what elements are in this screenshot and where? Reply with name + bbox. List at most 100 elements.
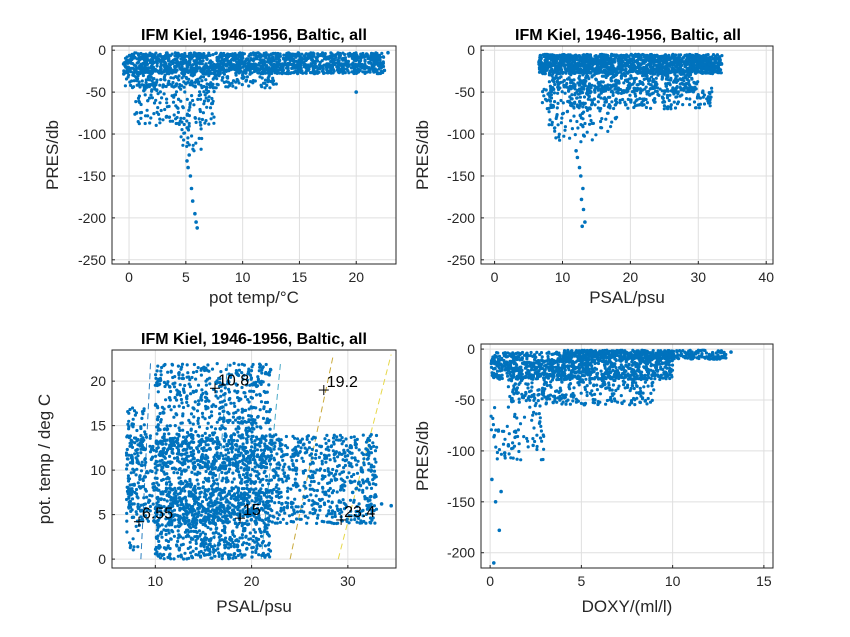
data-point <box>158 121 162 125</box>
data-point <box>125 59 129 63</box>
data-point <box>268 72 272 76</box>
data-point <box>163 60 167 64</box>
data-point <box>679 53 683 57</box>
data-point <box>278 53 282 57</box>
data-point <box>139 51 143 56</box>
data-point <box>369 54 373 58</box>
data-point <box>158 90 162 94</box>
data-point <box>665 73 670 77</box>
data-point <box>281 56 285 60</box>
data-point <box>688 103 692 107</box>
data-point <box>376 63 380 68</box>
data-point <box>594 78 599 82</box>
data-point <box>566 60 570 64</box>
data-point <box>684 97 689 101</box>
data-point <box>318 64 322 68</box>
data-point <box>324 460 328 464</box>
data-point <box>597 70 601 74</box>
data-point <box>194 220 198 224</box>
data-point <box>544 61 548 65</box>
data-point <box>332 69 336 73</box>
data-point <box>539 61 544 65</box>
data-point <box>154 454 158 458</box>
data-point <box>656 73 660 77</box>
data-point <box>210 101 215 106</box>
data-point <box>183 90 187 94</box>
data-point <box>244 71 248 75</box>
data-point <box>217 66 221 70</box>
data-point <box>150 89 154 93</box>
data-point <box>669 107 673 111</box>
data-point <box>610 100 614 104</box>
data-point <box>147 78 151 82</box>
data-point <box>248 72 252 76</box>
data-point <box>622 81 626 85</box>
data-point <box>672 92 676 96</box>
data-point <box>654 76 658 80</box>
data-point <box>301 459 305 463</box>
data-point <box>626 61 630 65</box>
data-point <box>144 80 148 85</box>
data-point <box>169 76 173 80</box>
data-point <box>205 82 209 86</box>
data-point <box>197 117 201 121</box>
data-point <box>673 106 678 110</box>
data-point <box>308 71 313 75</box>
data-point <box>585 108 590 112</box>
data-point <box>381 60 385 64</box>
data-point <box>565 85 569 89</box>
data-point <box>268 86 272 90</box>
data-point <box>143 121 147 126</box>
data-point <box>602 61 606 65</box>
data-point <box>166 82 170 87</box>
data-point <box>581 186 585 191</box>
data-point <box>357 480 361 484</box>
data-point <box>327 494 331 498</box>
data-point <box>568 78 572 82</box>
data-point <box>375 68 379 73</box>
data-point <box>177 74 181 78</box>
data-point <box>680 58 684 62</box>
data-point <box>321 54 325 58</box>
data-point <box>557 81 561 85</box>
data-point <box>254 69 258 73</box>
data-point <box>557 132 561 136</box>
data-point <box>185 144 189 148</box>
data-point <box>718 71 723 75</box>
data-point <box>680 78 684 82</box>
data-point <box>171 100 176 104</box>
data-point <box>277 496 281 500</box>
data-point <box>286 62 290 66</box>
data-point <box>352 435 356 439</box>
data-point <box>289 62 293 67</box>
data-point <box>155 64 159 68</box>
data-point <box>149 116 153 120</box>
data-point <box>361 70 365 74</box>
data-point <box>618 101 622 105</box>
data-point <box>266 53 270 57</box>
data-point <box>239 466 243 470</box>
data-point <box>167 79 171 83</box>
data-point <box>612 106 616 111</box>
data-point <box>604 97 608 101</box>
data-point <box>272 447 276 451</box>
y-tick-label: -50 <box>86 84 106 100</box>
data-point <box>167 59 171 63</box>
data-point <box>672 100 676 104</box>
data-point <box>167 115 171 119</box>
data-point <box>304 486 308 490</box>
data-point <box>632 105 636 110</box>
tick-labels: 0 5 10 15 200-50-100-150-200-250 <box>78 42 364 285</box>
data-point <box>570 127 575 131</box>
data-point <box>130 497 135 501</box>
data-point <box>684 58 688 62</box>
data-point <box>208 106 213 110</box>
data-point <box>696 103 701 107</box>
data-point <box>167 69 171 73</box>
data-point <box>318 53 323 57</box>
data-point <box>364 52 369 56</box>
data-point <box>569 101 574 105</box>
data-point <box>717 59 721 64</box>
data-point <box>186 141 190 145</box>
data-point <box>176 110 180 114</box>
